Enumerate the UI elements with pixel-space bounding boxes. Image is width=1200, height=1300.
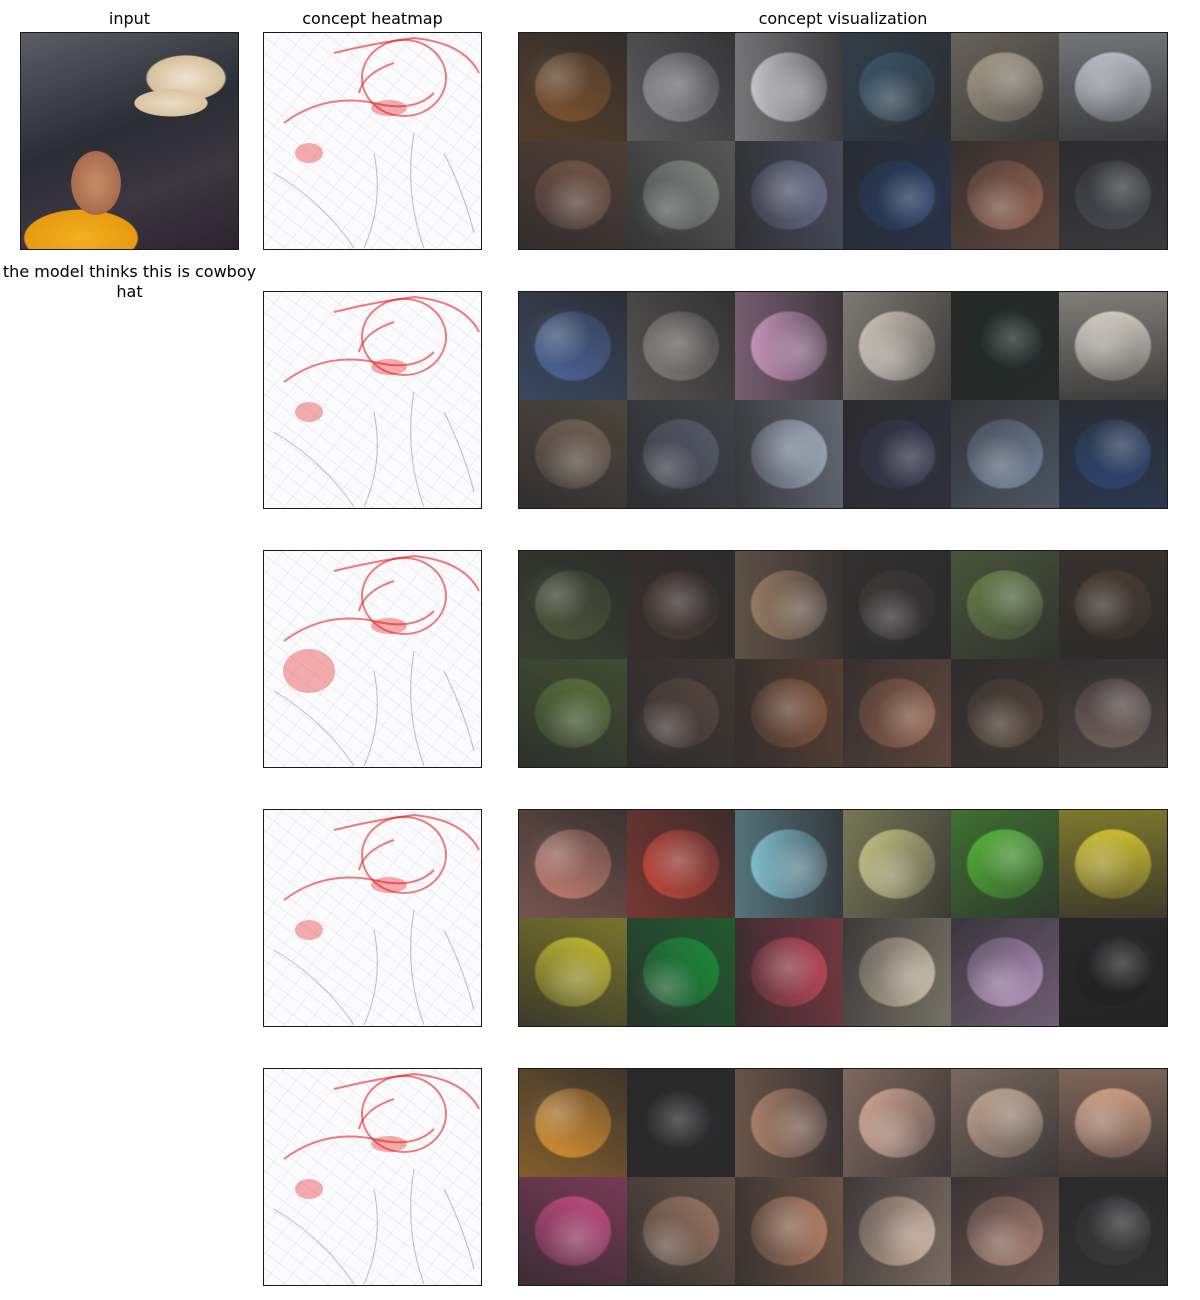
concept-5-patch xyxy=(951,1069,1059,1177)
concept-1-patch xyxy=(843,141,951,249)
concept-3-patch xyxy=(1059,551,1167,659)
concept-1-patch xyxy=(627,33,735,141)
concept-4-patch xyxy=(519,918,627,1026)
concept-2-patch xyxy=(735,292,843,400)
concept-5-patch xyxy=(735,1069,843,1177)
concept-visualization-5 xyxy=(518,1068,1168,1286)
concept-2-patch xyxy=(1059,400,1167,508)
concept-4-patch xyxy=(843,918,951,1026)
concept-4-patch xyxy=(1059,810,1167,918)
concept-1-patch xyxy=(627,141,735,249)
concept-5-patch xyxy=(735,1177,843,1285)
concept-1-patch xyxy=(735,141,843,249)
concept-4-patch xyxy=(1059,918,1167,1026)
concept-2-patch xyxy=(735,400,843,508)
input-image xyxy=(20,32,239,250)
concept-3-patch xyxy=(519,659,627,767)
concept-1-patch xyxy=(951,33,1059,141)
concept-2-patch xyxy=(519,400,627,508)
concept-visualization-1 xyxy=(518,32,1168,250)
concept-3-patch xyxy=(627,659,735,767)
concept-2-patch xyxy=(519,292,627,400)
concept-5-patch xyxy=(843,1177,951,1285)
concept-visualization-4 xyxy=(518,809,1168,1027)
concept-4-patch xyxy=(735,918,843,1026)
concept-3-patch xyxy=(951,551,1059,659)
concept-1-patch xyxy=(1059,33,1167,141)
concept-5-patch xyxy=(1059,1177,1167,1285)
concept-2-patch xyxy=(1059,292,1167,400)
concept-3-patch xyxy=(843,659,951,767)
concept-5-patch xyxy=(519,1069,627,1177)
concept-3-patch xyxy=(627,551,735,659)
concept-2-patch xyxy=(843,400,951,508)
concept-1-patch xyxy=(951,141,1059,249)
concept-heatmap-2 xyxy=(263,291,482,509)
concept-3-patch xyxy=(1059,659,1167,767)
concept-visualization-2 xyxy=(518,291,1168,509)
concept-5-patch xyxy=(1059,1069,1167,1177)
concept-heatmap-4 xyxy=(263,809,482,1027)
concept-3-patch xyxy=(735,659,843,767)
column-title-input: input xyxy=(108,9,151,28)
concept-1-patch xyxy=(1059,141,1167,249)
concept-2-patch xyxy=(951,400,1059,508)
concept-5-patch xyxy=(627,1069,735,1177)
concept-heatmap-3 xyxy=(263,550,482,768)
concept-4-patch xyxy=(951,918,1059,1026)
concept-5-patch xyxy=(627,1177,735,1285)
concept-2-patch xyxy=(627,292,735,400)
concept-1-patch xyxy=(519,141,627,249)
concept-2-patch xyxy=(627,400,735,508)
concept-4-patch xyxy=(627,810,735,918)
concept-4-patch xyxy=(951,810,1059,918)
concept-1-patch xyxy=(735,33,843,141)
concept-3-patch xyxy=(519,551,627,659)
concept-heatmap-1 xyxy=(263,32,482,250)
column-title-heatmap: concept heatmap xyxy=(302,9,443,28)
concept-visualization-3 xyxy=(518,550,1168,768)
concept-5-patch xyxy=(519,1177,627,1285)
concept-2-patch xyxy=(843,292,951,400)
concept-4-patch xyxy=(627,918,735,1026)
concept-4-patch xyxy=(519,810,627,918)
concept-5-patch xyxy=(843,1069,951,1177)
concept-4-patch xyxy=(735,810,843,918)
concept-5-patch xyxy=(951,1177,1059,1285)
concept-1-patch xyxy=(519,33,627,141)
concept-2-patch xyxy=(951,292,1059,400)
prediction-caption: the model thinks this is cowboy hat xyxy=(2,262,257,301)
concept-1-patch xyxy=(843,33,951,141)
column-title-visualization: concept visualization xyxy=(758,9,928,28)
concept-4-patch xyxy=(843,810,951,918)
concept-heatmap-5 xyxy=(263,1068,482,1286)
concept-3-patch xyxy=(735,551,843,659)
concept-3-patch xyxy=(843,551,951,659)
concept-3-patch xyxy=(951,659,1059,767)
